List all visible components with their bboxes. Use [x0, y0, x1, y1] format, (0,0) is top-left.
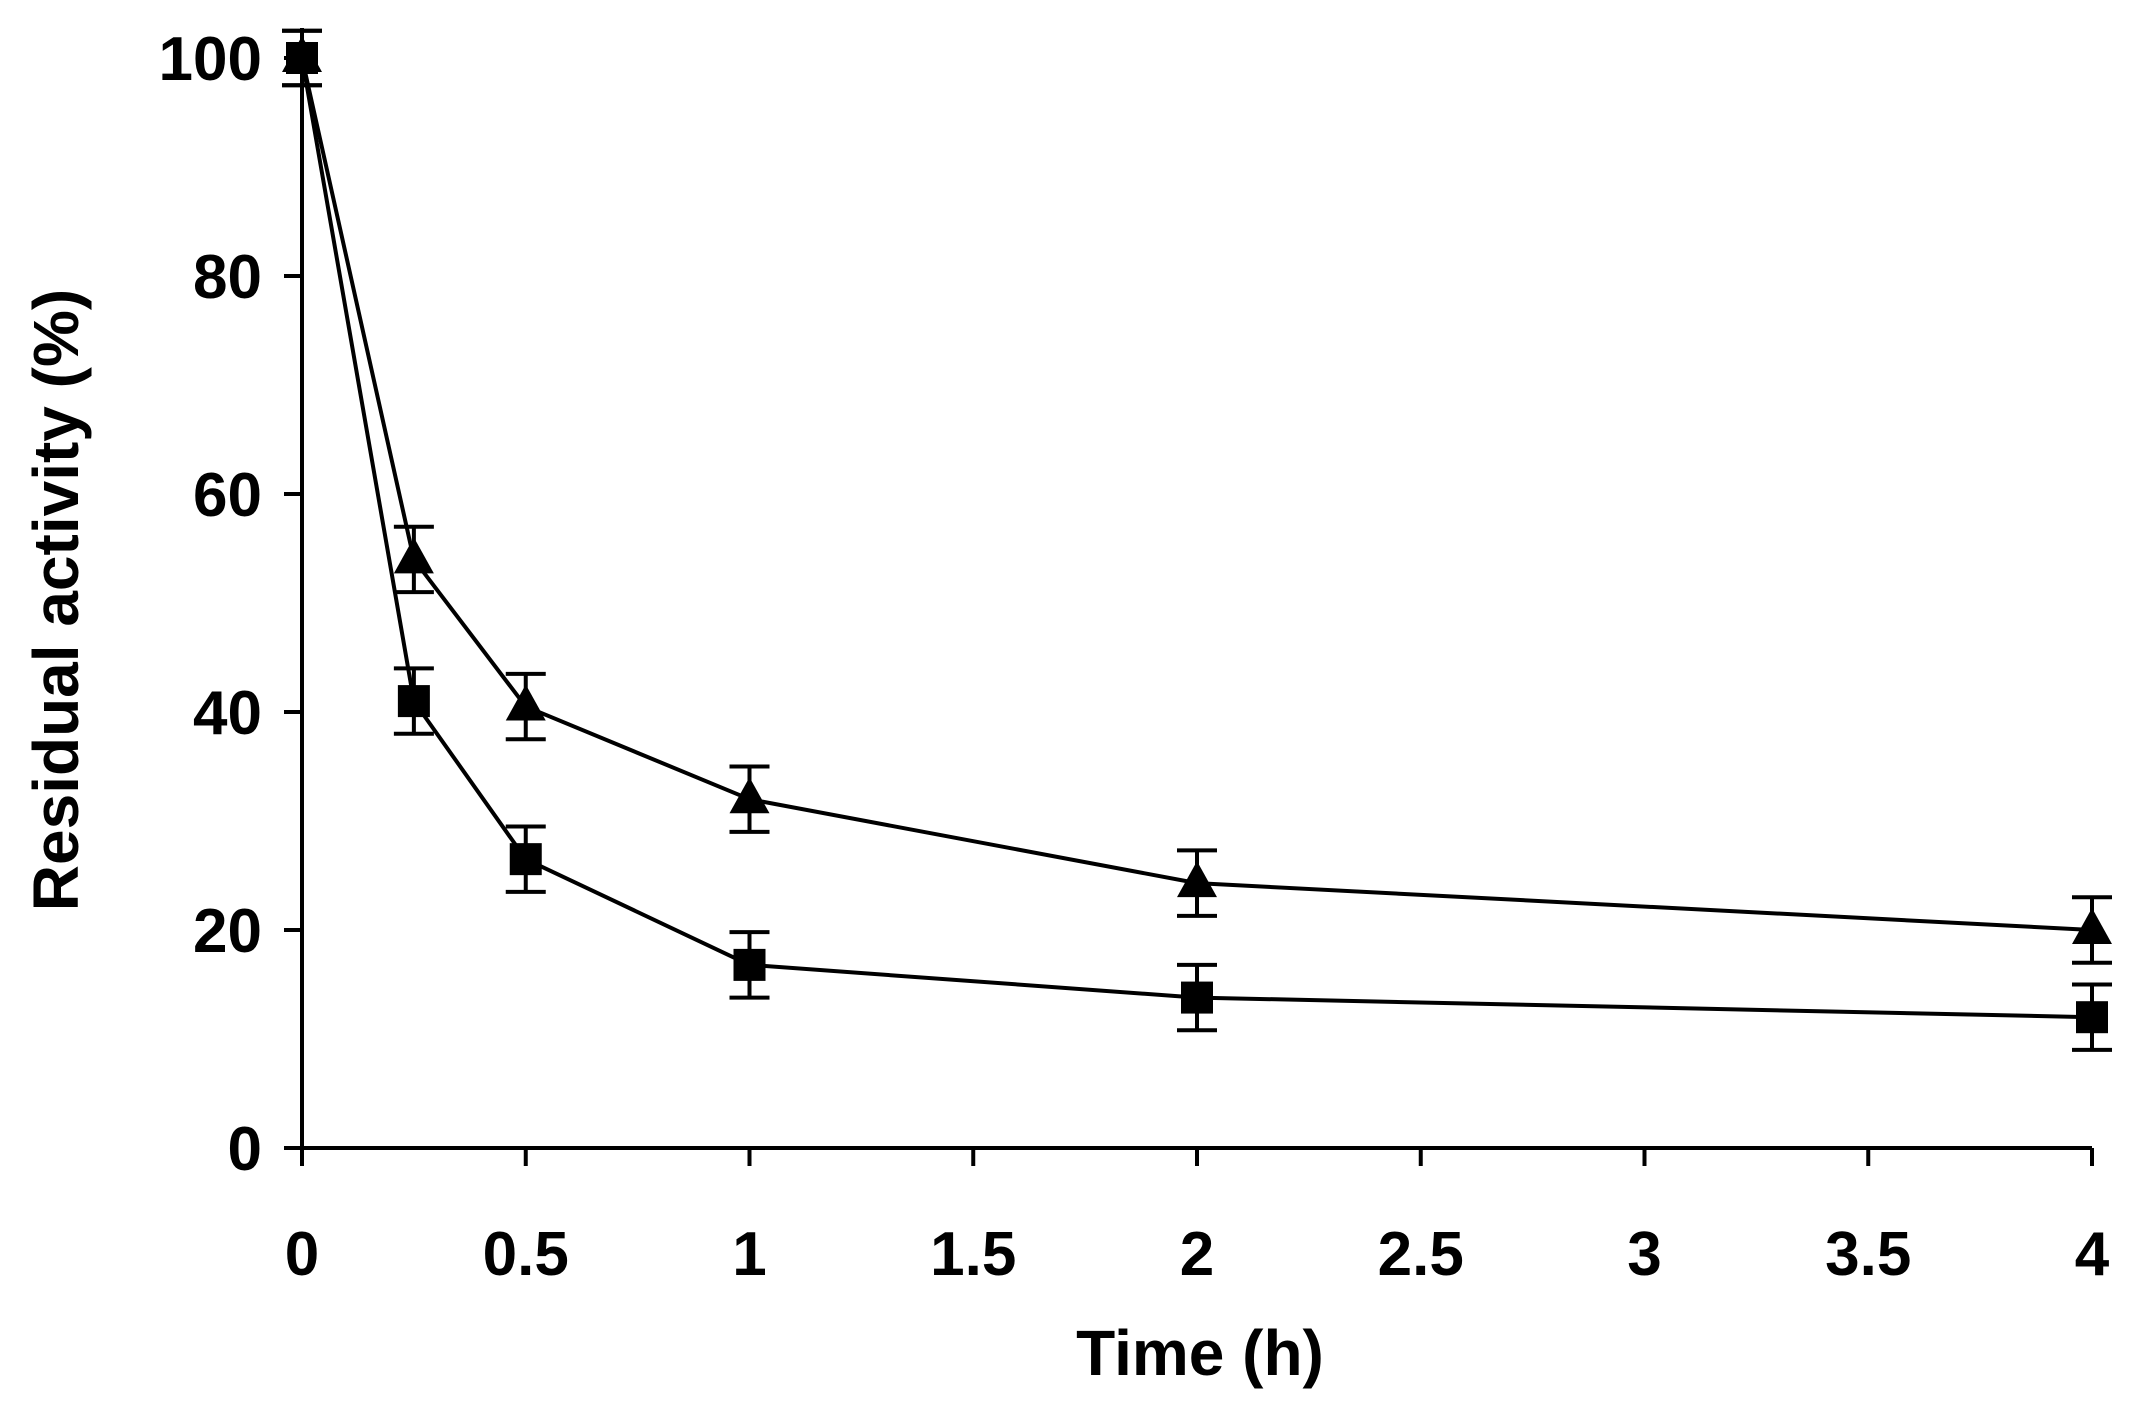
data-point-square [1181, 981, 1213, 1014]
x-tick-label: 3 [1627, 1220, 1661, 1289]
y-tick-label: 80 [193, 243, 262, 312]
x-tick-label: 1.5 [930, 1220, 1016, 1289]
x-tick-label: 2 [1180, 1220, 1214, 1289]
data-point-triangle [393, 537, 434, 574]
data-point-triangle [2072, 908, 2112, 944]
x-tick-label: 4 [2075, 1220, 2110, 1289]
data-point-square [733, 948, 766, 981]
data-point-triangle [729, 777, 770, 814]
y-tick-label: 20 [193, 897, 262, 966]
y-tick-label: 100 [159, 25, 262, 94]
data-point-square [397, 685, 430, 718]
y-tick-label: 40 [193, 679, 262, 748]
data-point-square [2076, 1001, 2108, 1034]
data-point-square [286, 42, 318, 74]
x-axis-title: Time (h) [1076, 1317, 1324, 1389]
y-tick-label: 60 [193, 461, 262, 530]
series-line-triangle [300, 57, 2093, 932]
y-axis-title: Residual activity (%) [20, 289, 92, 911]
series-square [282, 28, 2112, 1052]
x-tick-label: 0.5 [483, 1220, 569, 1289]
data-point-triangle [505, 684, 546, 721]
x-tick-label: 1 [732, 1220, 766, 1289]
x-tick-label: 3.5 [1825, 1220, 1911, 1289]
plot-area: 0 20 40 60 80 100 0 0.5 1 1.5 2 2.5 3 3.5 4 [159, 25, 2112, 1289]
data-point-square [509, 843, 542, 876]
y-tick-label: 0 [228, 1115, 262, 1184]
series-line-square [300, 57, 2093, 1020]
data-point-triangle [1177, 861, 1217, 898]
x-tick-label: 2.5 [1378, 1220, 1464, 1289]
x-tick-label: 0 [285, 1220, 319, 1289]
series-triangle [282, 28, 2112, 965]
